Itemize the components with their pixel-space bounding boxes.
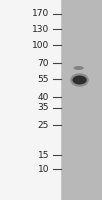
Ellipse shape	[73, 66, 84, 70]
Ellipse shape	[70, 73, 89, 87]
Text: 130: 130	[32, 24, 49, 33]
Text: 10: 10	[37, 164, 49, 173]
FancyBboxPatch shape	[61, 0, 102, 200]
Text: 15: 15	[37, 150, 49, 160]
FancyBboxPatch shape	[0, 0, 61, 200]
Text: 40: 40	[38, 92, 49, 102]
Text: 25: 25	[38, 120, 49, 130]
Text: 55: 55	[37, 74, 49, 84]
Text: 35: 35	[37, 104, 49, 112]
Ellipse shape	[72, 75, 87, 84]
Text: 170: 170	[32, 9, 49, 19]
Text: 100: 100	[32, 40, 49, 49]
Text: 70: 70	[37, 58, 49, 68]
